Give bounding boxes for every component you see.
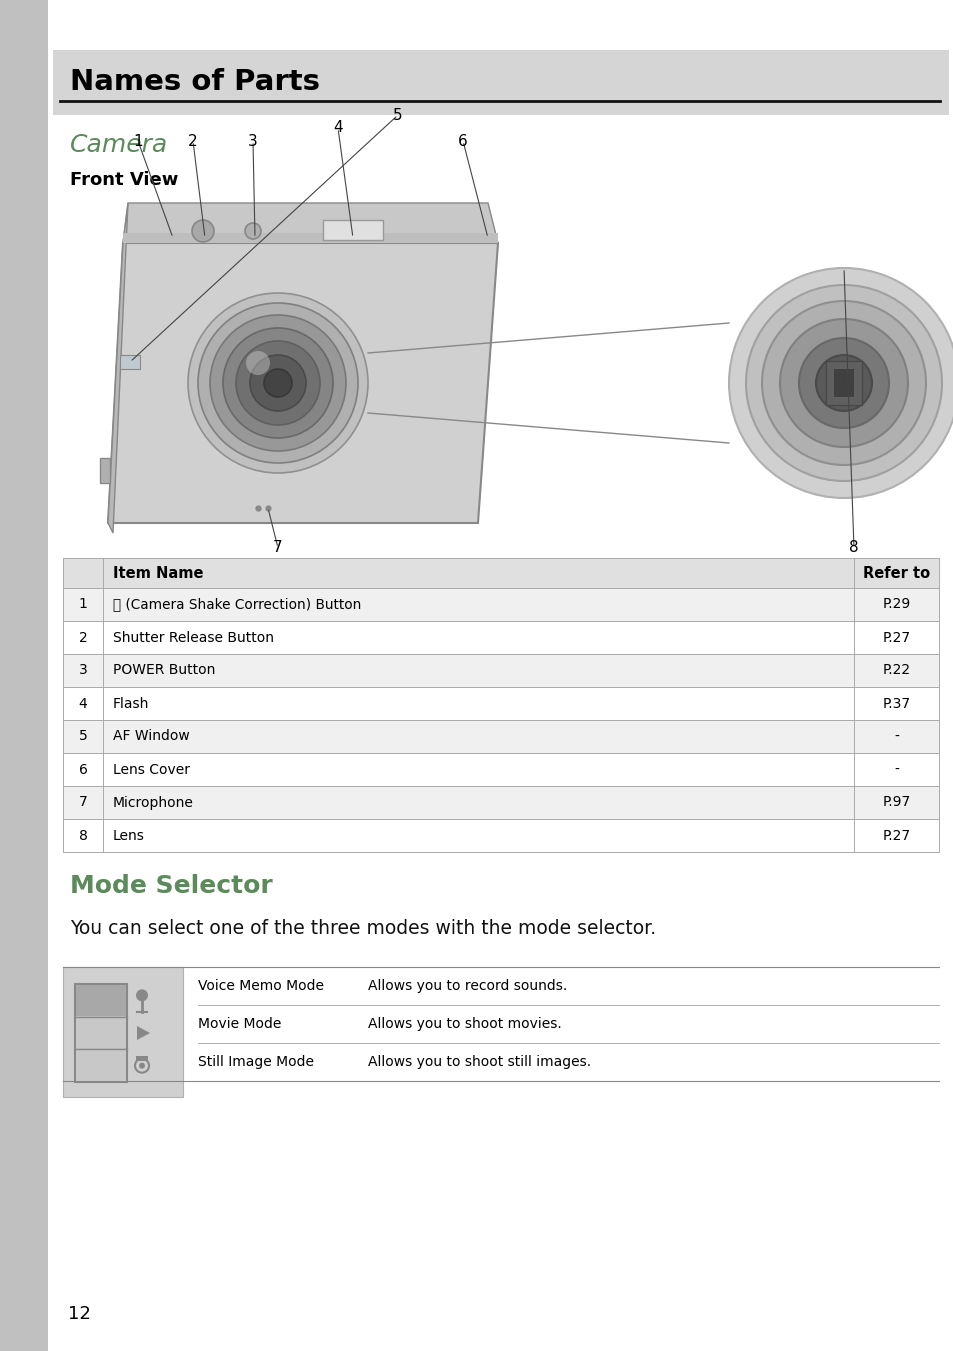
Text: 3: 3 — [248, 134, 257, 149]
Bar — [833, 369, 853, 397]
Text: 1: 1 — [133, 134, 143, 149]
Bar — [76, 985, 126, 1016]
Text: Allows you to shoot still images.: Allows you to shoot still images. — [368, 1055, 591, 1069]
Circle shape — [245, 223, 261, 239]
Text: -: - — [893, 762, 898, 777]
Text: 4: 4 — [333, 120, 342, 135]
Bar — [76, 1017, 126, 1048]
Bar — [123, 232, 497, 243]
Polygon shape — [137, 1025, 150, 1040]
Circle shape — [745, 285, 941, 481]
Bar — [53, 50, 948, 115]
Bar — [63, 688, 938, 720]
Circle shape — [192, 220, 213, 242]
Text: Microphone: Microphone — [112, 796, 193, 809]
Circle shape — [761, 301, 925, 465]
Bar — [76, 1050, 126, 1081]
Bar — [0, 0, 48, 1351]
Text: Still Image Mode: Still Image Mode — [198, 1055, 314, 1069]
Text: Ⓜ (Camera Shake Correction) Button: Ⓜ (Camera Shake Correction) Button — [112, 597, 361, 612]
Bar — [63, 621, 938, 654]
Bar — [825, 361, 862, 405]
Text: Mode Selector: Mode Selector — [70, 874, 273, 898]
Text: Allows you to record sounds.: Allows you to record sounds. — [368, 979, 567, 993]
Circle shape — [264, 369, 292, 397]
Polygon shape — [123, 203, 497, 243]
Bar — [136, 1055, 148, 1061]
Text: 2: 2 — [188, 134, 197, 149]
Text: Allows you to shoot movies.: Allows you to shoot movies. — [368, 1017, 561, 1031]
Text: Shutter Release Button: Shutter Release Button — [112, 631, 274, 644]
Bar — [63, 786, 938, 819]
Circle shape — [815, 355, 871, 411]
Text: Voice Memo Mode: Voice Memo Mode — [198, 979, 324, 993]
Bar — [75, 984, 127, 1082]
Text: Lens: Lens — [112, 828, 145, 843]
Text: Movie Mode: Movie Mode — [198, 1017, 281, 1031]
Circle shape — [136, 989, 148, 1001]
Text: AF Window: AF Window — [112, 730, 190, 743]
Polygon shape — [108, 243, 497, 523]
Bar — [63, 967, 183, 1097]
Circle shape — [799, 338, 888, 428]
Text: P.22: P.22 — [882, 663, 909, 677]
Circle shape — [250, 355, 306, 411]
Bar — [100, 458, 110, 484]
Bar — [63, 819, 938, 852]
Bar — [63, 558, 938, 588]
Circle shape — [728, 267, 953, 499]
Bar — [323, 220, 382, 240]
Text: 5: 5 — [78, 730, 88, 743]
Text: 6: 6 — [78, 762, 88, 777]
Circle shape — [246, 351, 270, 376]
Text: P.27: P.27 — [882, 631, 909, 644]
Text: Front View: Front View — [70, 172, 178, 189]
Text: P.29: P.29 — [882, 597, 910, 612]
Text: POWER Button: POWER Button — [112, 663, 215, 677]
Circle shape — [235, 340, 319, 426]
Polygon shape — [108, 203, 128, 534]
Circle shape — [780, 319, 907, 447]
Text: 12: 12 — [68, 1305, 91, 1323]
Text: 1: 1 — [78, 597, 88, 612]
Text: Lens Cover: Lens Cover — [112, 762, 190, 777]
Text: You can select one of the three modes with the mode selector.: You can select one of the three modes wi… — [70, 919, 656, 938]
Text: 8: 8 — [848, 540, 858, 555]
Text: 7: 7 — [273, 540, 282, 555]
Text: -: - — [893, 730, 898, 743]
Text: Names of Parts: Names of Parts — [70, 69, 319, 96]
Text: Flash: Flash — [112, 697, 150, 711]
Circle shape — [198, 303, 357, 463]
Text: Camera: Camera — [70, 132, 168, 157]
Bar — [63, 588, 938, 621]
Circle shape — [139, 1063, 145, 1069]
Text: 5: 5 — [393, 108, 402, 123]
Text: 7: 7 — [78, 796, 88, 809]
Bar — [120, 355, 140, 369]
Text: 4: 4 — [78, 697, 88, 711]
Circle shape — [223, 328, 333, 438]
Text: Refer to: Refer to — [862, 566, 929, 581]
Bar — [63, 753, 938, 786]
Bar — [63, 720, 938, 753]
Text: P.27: P.27 — [882, 828, 909, 843]
Circle shape — [210, 315, 346, 451]
Text: 3: 3 — [78, 663, 88, 677]
Circle shape — [188, 293, 368, 473]
Text: 2: 2 — [78, 631, 88, 644]
Circle shape — [830, 370, 856, 396]
Text: 6: 6 — [457, 134, 467, 149]
Text: P.97: P.97 — [882, 796, 910, 809]
Text: P.37: P.37 — [882, 697, 909, 711]
Text: Item Name: Item Name — [112, 566, 203, 581]
Bar — [63, 654, 938, 688]
Text: 8: 8 — [78, 828, 88, 843]
